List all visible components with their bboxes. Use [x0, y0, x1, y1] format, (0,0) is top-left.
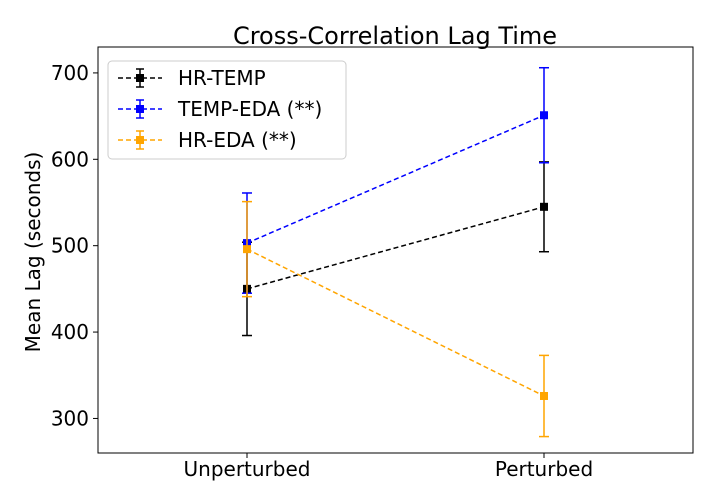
y-tick-label: 300	[51, 406, 89, 430]
series-line	[246, 114, 545, 244]
legend-label: HR-TEMP	[178, 66, 266, 90]
data-point	[243, 245, 251, 254]
x-tick-label: Unperturbed	[184, 457, 311, 481]
legend-box	[107, 60, 347, 160]
series-line	[246, 206, 545, 290]
y-tick-label: 400	[51, 320, 89, 344]
legend-marker	[136, 136, 144, 144]
legend: HR-TEMP TEMP-EDA (**) HR-EDA (**)	[107, 60, 347, 160]
data-point	[540, 111, 548, 120]
series-line	[246, 248, 545, 397]
y-tick-label: 600	[51, 147, 89, 171]
chart-marks	[242, 66, 549, 438]
legend-marker	[136, 74, 144, 82]
legend-marker	[136, 105, 144, 113]
y-axis-label: Mean Lag (seconds)	[21, 152, 45, 353]
x-tick-label: Perturbed	[495, 457, 593, 481]
y-tick-label: 500	[51, 234, 89, 258]
series-0	[242, 161, 549, 337]
data-point	[540, 391, 548, 400]
series-2	[242, 200, 549, 438]
chart-title: Cross-Correlation Lag Time	[233, 22, 557, 50]
axis-ticks: 300 400 500 600 700 Unperturbed Perturbed	[51, 61, 593, 481]
legend-label: TEMP-EDA (**)	[177, 97, 322, 121]
data-point	[540, 202, 548, 211]
legend-label: HR-EDA (**)	[178, 128, 297, 152]
y-tick-label: 700	[51, 61, 89, 85]
plot-area	[97, 46, 694, 454]
